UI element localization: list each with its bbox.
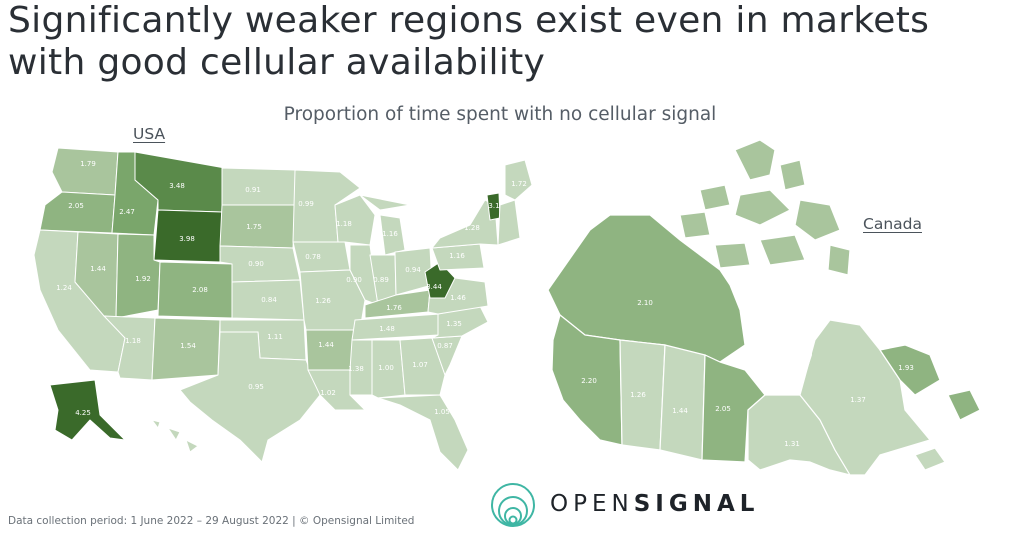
label-AR: 1.44 (318, 341, 334, 349)
usa-value-labels: 1.79 2.05 2.47 3.48 3.98 1.44 1.24 1.92 … (56, 160, 527, 417)
state-GA (399, 337, 446, 396)
label-OR: 2.05 (68, 202, 84, 210)
label-MB: 2.05 (715, 405, 731, 413)
label-NY: 1.28 (464, 224, 480, 232)
label-QC: 1.37 (850, 396, 866, 404)
label-OK: 1.11 (267, 333, 283, 341)
canada-map-label: Canada (863, 215, 922, 233)
state-FL (377, 394, 469, 471)
label-ME: 1.72 (511, 180, 527, 188)
label-AZ: 1.18 (125, 337, 141, 345)
label-VT: 3.1 (488, 202, 499, 210)
label-LA: 1.02 (320, 389, 336, 397)
label-VA: 1.46 (450, 294, 466, 302)
wordmark-signal: SIGNAL (633, 491, 760, 517)
title-line-2: with good cellular availability (8, 42, 546, 83)
province-SK (659, 344, 706, 461)
label-SK: 1.44 (672, 407, 688, 415)
label-SD: 1.75 (246, 223, 262, 231)
label-AL: 1.00 (378, 364, 394, 372)
state-IA (292, 241, 351, 273)
arctic-islands (679, 139, 851, 276)
state-NY (431, 199, 499, 249)
label-KY: 1.76 (386, 304, 402, 312)
label-FL: 1.05 (434, 408, 450, 416)
label-IL: 0.90 (346, 276, 362, 284)
label-WY: 3.98 (179, 235, 195, 243)
province-BC (551, 314, 623, 446)
label-CA: 1.24 (56, 284, 72, 292)
label-IN: 0.89 (373, 276, 389, 284)
state-AR (305, 329, 356, 371)
usa-map (33, 147, 533, 471)
province-NL (879, 344, 981, 421)
label-SC: 0.87 (437, 342, 453, 350)
province-maritimes (914, 447, 946, 471)
label-NT: 2.10 (637, 299, 653, 307)
page-title: Significantly weaker regions exist even … (8, 0, 929, 84)
label-MI: 1.16 (382, 230, 398, 238)
opensignal-logo: OPENSIGNAL (488, 481, 754, 529)
state-HI (151, 419, 199, 453)
state-NE-states (497, 199, 521, 246)
state-TX (179, 331, 321, 463)
label-WI: 1.18 (336, 220, 352, 228)
hudson-bay (745, 305, 812, 392)
opensignal-wordmark: OPENSIGNAL (550, 491, 759, 517)
label-NE: 0.90 (248, 260, 264, 268)
label-TN: 1.48 (379, 325, 395, 333)
label-ID: 2.47 (119, 208, 135, 216)
label-UT: 1.92 (135, 275, 151, 283)
label-NC: 1.35 (446, 320, 462, 328)
label-NL: 1.93 (898, 364, 914, 372)
state-WA (51, 147, 119, 196)
opensignal-logo-icon (491, 483, 535, 527)
label-OH: 0.94 (405, 266, 421, 274)
map-subtitle: Proportion of time spent with no cellula… (283, 104, 717, 125)
canada-value-labels: 2.10 2.20 1.26 1.44 2.05 1.31 1.37 1.93 (581, 299, 914, 448)
state-AK (49, 379, 126, 441)
footer-note: Data collection period: 1 June 2022 – 29… (8, 515, 415, 527)
label-CO: 2.08 (192, 286, 208, 294)
label-WV: 3.44 (426, 283, 442, 291)
label-MS: 1.38 (348, 365, 364, 373)
label-MN: 0.99 (298, 200, 314, 208)
label-TX: 0.95 (248, 383, 264, 391)
label-PA: 1.16 (449, 252, 465, 260)
state-ME (504, 159, 533, 201)
label-NM: 1.54 (180, 342, 196, 350)
canada-map (547, 139, 981, 476)
label-ON: 1.31 (784, 440, 800, 448)
label-WA: 1.79 (80, 160, 96, 168)
label-AB: 1.26 (630, 391, 646, 399)
label-IA: 0.78 (305, 253, 321, 261)
label-BC: 2.20 (581, 377, 597, 385)
label-MO: 1.26 (315, 297, 331, 305)
wordmark-open: OPEN (550, 491, 634, 517)
state-MS (349, 339, 373, 396)
label-GA: 1.07 (412, 361, 428, 369)
label-MT: 3.48 (169, 182, 185, 190)
label-NV: 1.44 (90, 265, 106, 273)
label-KS: 0.84 (261, 296, 277, 304)
state-AL (371, 339, 406, 399)
usa-map-label: USA (133, 125, 166, 143)
label-ND: 0.91 (245, 186, 261, 194)
title-line-1: Significantly weaker regions exist even … (8, 0, 930, 41)
state-OR (39, 191, 116, 234)
label-AK: 4.25 (75, 409, 91, 417)
state-MI (359, 194, 411, 256)
province-QC (799, 319, 931, 476)
